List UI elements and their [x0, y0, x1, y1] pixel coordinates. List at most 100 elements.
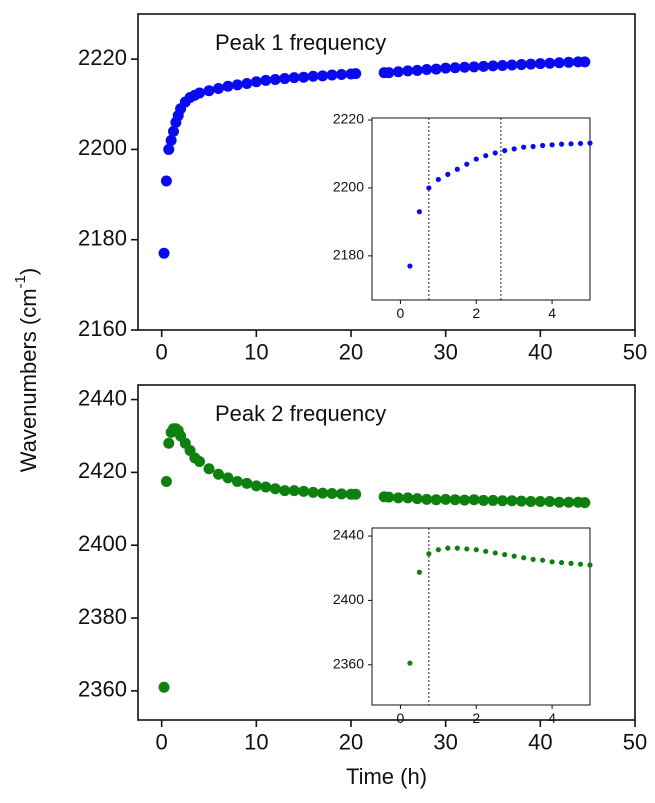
point: [326, 488, 338, 500]
point: [307, 70, 319, 82]
x-tick-label: 0: [156, 339, 168, 364]
point: [468, 61, 480, 73]
point: [492, 550, 498, 556]
point: [411, 64, 423, 76]
point: [587, 562, 593, 568]
point: [222, 80, 234, 92]
point: [478, 60, 490, 72]
point: [473, 547, 479, 553]
point: [231, 475, 243, 487]
point: [212, 468, 224, 480]
point: [160, 175, 172, 187]
point: [269, 73, 281, 85]
x-tick-label: 10: [244, 729, 268, 754]
point: [407, 660, 413, 666]
point: [307, 486, 319, 498]
point: [383, 491, 395, 503]
point: [553, 57, 565, 69]
point: [502, 551, 508, 558]
point: [392, 492, 404, 504]
point: [454, 166, 460, 172]
point: [525, 58, 537, 70]
y-tick-label: 2180: [78, 226, 127, 251]
point: [496, 495, 508, 507]
point: [317, 70, 329, 82]
point: [521, 144, 527, 150]
plot-area: [371, 527, 591, 706]
point: [449, 62, 461, 74]
point: [435, 547, 441, 553]
point: [468, 494, 480, 506]
point: [440, 493, 452, 505]
point: [553, 496, 565, 508]
point: [241, 78, 253, 90]
point: [260, 74, 272, 86]
point: [260, 481, 272, 493]
point: [506, 59, 518, 71]
point: [165, 134, 177, 146]
point: [473, 156, 479, 162]
point: [250, 480, 262, 492]
point: [511, 146, 517, 152]
panel-title: Peak 2 frequency: [215, 401, 386, 426]
y-tick-label: 2380: [78, 604, 127, 629]
point: [492, 150, 498, 156]
point: [407, 263, 413, 269]
point: [194, 87, 206, 99]
point: [241, 477, 253, 489]
point: [250, 76, 262, 88]
point: [454, 545, 460, 551]
x-tick-label: 0: [397, 305, 405, 321]
point: [579, 56, 591, 68]
y-label-main: Wavenumbers (cm: [16, 288, 41, 472]
point: [326, 69, 338, 81]
point: [402, 492, 414, 504]
point: [487, 494, 499, 506]
x-tick-label: 40: [528, 339, 552, 364]
y-tick-label: 2160: [78, 316, 127, 341]
point: [317, 487, 329, 499]
point: [288, 485, 300, 497]
point: [549, 142, 555, 148]
point: [577, 140, 584, 147]
point: [430, 63, 442, 75]
x-tick-label: 20: [339, 729, 363, 754]
point: [163, 437, 175, 449]
point: [298, 71, 310, 83]
point: [445, 545, 451, 551]
point: [160, 475, 172, 487]
x-tick-label: 50: [623, 339, 647, 364]
point: [336, 488, 348, 500]
point: [269, 483, 281, 495]
x-tick-label: 10: [244, 339, 268, 364]
plot-area: [371, 117, 591, 301]
point: [534, 58, 546, 70]
point: [563, 496, 575, 508]
y-tick-label: 2200: [333, 179, 364, 195]
point: [158, 681, 170, 693]
point: [203, 85, 215, 97]
point: [194, 455, 206, 467]
point: [435, 176, 441, 183]
point: [558, 559, 565, 566]
y-tick-label: 2360: [333, 655, 364, 671]
point: [350, 488, 362, 500]
point: [430, 494, 442, 506]
point: [544, 496, 556, 508]
point: [402, 65, 414, 77]
point: [549, 559, 555, 565]
x-tick-label: 30: [433, 339, 457, 364]
point: [525, 496, 537, 508]
point: [515, 495, 527, 507]
x-tick-label: 2: [472, 305, 480, 321]
x-tick-label: 50: [623, 729, 647, 754]
point: [163, 143, 175, 155]
point: [568, 141, 574, 147]
point: [530, 143, 536, 150]
point: [568, 560, 574, 567]
point: [496, 59, 508, 71]
y-tick-label: 2420: [78, 458, 127, 483]
point: [168, 125, 179, 137]
point: [577, 561, 584, 567]
